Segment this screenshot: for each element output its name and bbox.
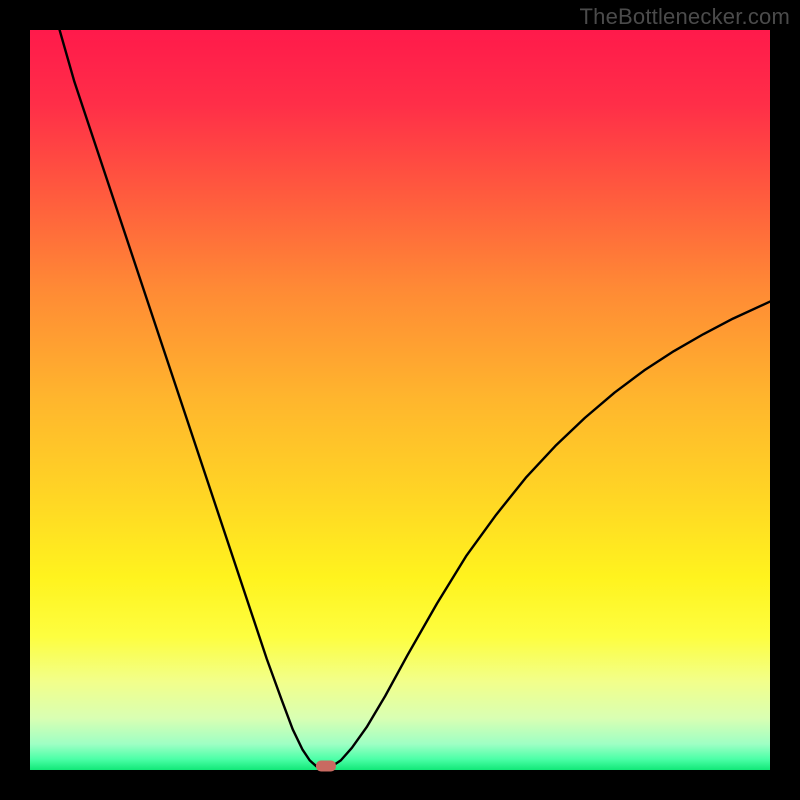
v-curve-line [30, 30, 770, 770]
plot-area [30, 30, 770, 770]
watermark-text: TheBottlenecker.com [580, 4, 790, 30]
minimum-marker [316, 760, 336, 771]
chart-frame: TheBottlenecker.com [0, 0, 800, 800]
